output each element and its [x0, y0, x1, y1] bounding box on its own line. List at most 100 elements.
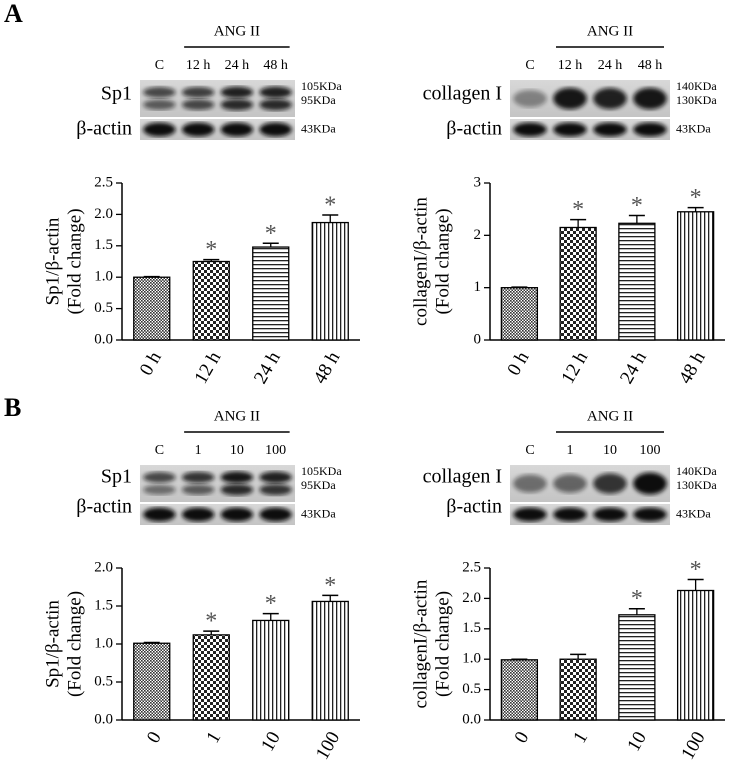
y-tick-label: 2 — [474, 227, 482, 243]
y-tick-label: 1.0 — [462, 651, 481, 667]
lane-label: C — [155, 58, 164, 73]
y-axis-label: (Fold change) — [432, 591, 453, 697]
size-label: 95KDa — [301, 93, 336, 107]
group-label: ANG II — [587, 23, 633, 39]
blot-image — [140, 465, 295, 502]
size-label: 43KDa — [301, 506, 336, 520]
blot-band — [633, 122, 667, 137]
y-tick-label: 0.5 — [462, 681, 481, 697]
blot-band — [143, 507, 176, 522]
blot-band — [593, 473, 627, 494]
significance-mark: * — [690, 557, 702, 583]
blot-band — [143, 86, 176, 98]
bar — [500, 287, 539, 341]
blot-band — [181, 507, 215, 522]
blot-band — [220, 98, 254, 111]
y-tick-label: 0.5 — [94, 300, 113, 316]
bar — [618, 222, 656, 341]
bar — [133, 276, 171, 341]
panel-label: A — [4, 0, 23, 28]
blot-band — [513, 122, 547, 137]
row-label: Sp1 — [101, 83, 132, 105]
x-tick-label: 24 h — [250, 348, 285, 388]
blot-band — [181, 86, 215, 98]
y-tick-label: 1.5 — [94, 237, 113, 253]
blot-band — [220, 122, 254, 137]
x-tick-label: 12 h — [191, 348, 226, 388]
blot-band — [220, 471, 254, 484]
size-label: 105KDa — [301, 464, 342, 478]
lane-label: 24 h — [598, 58, 623, 73]
significance-mark: * — [631, 586, 643, 612]
x-tick-label: 48 h — [310, 348, 345, 388]
blot-image — [140, 119, 295, 140]
bar — [192, 260, 230, 341]
lane-label: 10 — [603, 443, 617, 458]
blot-image — [140, 504, 295, 525]
lane-label: 100 — [640, 443, 661, 458]
row-label: collagen I — [423, 83, 502, 105]
y-tick-label: 1.5 — [94, 597, 113, 613]
bar — [676, 211, 715, 341]
blot-image — [510, 504, 670, 525]
lane-label: 12 h — [558, 58, 583, 73]
size-label: 43KDa — [676, 506, 711, 520]
blot-image — [140, 80, 295, 117]
y-tick-label: 1.0 — [94, 635, 113, 651]
bar — [559, 658, 597, 721]
x-tick-label: 1 — [569, 728, 592, 747]
significance-mark: * — [690, 185, 702, 211]
y-tick-label: 0.0 — [94, 331, 113, 347]
x-tick-label: 100 — [312, 728, 344, 763]
x-tick-label: 0 — [511, 728, 534, 747]
blot-band — [633, 472, 667, 495]
x-tick-label: 1 — [202, 728, 225, 747]
size-label: 140KDa — [676, 464, 717, 478]
bar — [676, 589, 715, 721]
size-label: 43KDa — [301, 121, 336, 135]
blot-band — [181, 471, 215, 483]
bar — [252, 246, 290, 341]
bar — [311, 221, 349, 341]
blot-band — [181, 484, 215, 495]
lane-label: 1 — [195, 443, 202, 458]
y-axis-label: (Fold change) — [432, 208, 453, 314]
row-label: Sp1 — [101, 466, 132, 488]
panel-label: B — [4, 393, 21, 422]
blot-band — [220, 507, 254, 522]
blot-band — [143, 99, 176, 110]
bar — [559, 226, 597, 341]
blot-band — [259, 122, 292, 137]
blot-band — [259, 98, 292, 111]
lane-label: 48 h — [263, 58, 288, 73]
x-tick-label: 12 h — [557, 348, 592, 388]
x-tick-label: 10 — [257, 728, 285, 755]
blot-band — [181, 122, 215, 137]
y-axis-label: collagenI/β-actin — [410, 579, 431, 708]
significance-mark: * — [324, 193, 336, 219]
x-tick-label: 0 h — [503, 348, 533, 380]
x-tick-label: 10 — [623, 728, 651, 755]
blot-band — [259, 86, 292, 99]
bar — [252, 619, 290, 721]
significance-mark: * — [572, 197, 584, 223]
y-tick-label: 1 — [474, 279, 482, 295]
row-label: β-actin — [446, 496, 502, 518]
bar — [618, 614, 656, 721]
blot-band — [143, 471, 176, 483]
y-tick-label: 2.0 — [94, 559, 113, 575]
bar — [192, 634, 230, 721]
size-label: 130KDa — [676, 93, 717, 107]
size-label: 105KDa — [301, 79, 342, 93]
blot-band — [633, 507, 667, 522]
lane-label: 24 h — [225, 58, 250, 73]
blot-band — [220, 86, 254, 99]
lane-label: 48 h — [638, 58, 663, 73]
significance-mark: * — [324, 573, 336, 599]
bar — [133, 642, 171, 721]
y-tick-label: 0.5 — [94, 673, 113, 689]
row-label: β-actin — [446, 118, 502, 140]
size-label: 140KDa — [676, 79, 717, 93]
y-tick-label: 2.5 — [94, 174, 113, 190]
significance-mark: * — [265, 221, 277, 247]
